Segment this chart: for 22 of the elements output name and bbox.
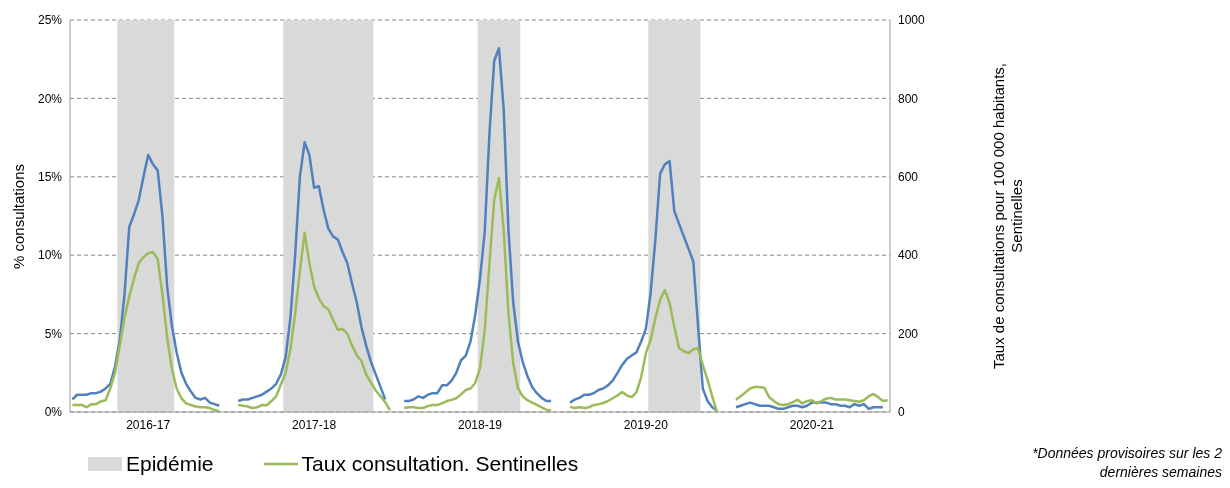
text: Epidémie	[126, 452, 214, 476]
text: *Données provisoires sur les 2 dernières semaines	[1031, 444, 1222, 482]
y2-tick-label: 0	[898, 405, 905, 420]
y2-tick-label: 200	[898, 326, 919, 341]
y-tick-label: 5%	[44, 326, 63, 341]
x-tick-label: 2018-19	[457, 417, 503, 432]
x-tick-label: 2019-20	[623, 417, 669, 432]
y2-tick-label: 1000	[898, 13, 926, 28]
x-tick-label: 2016-17	[126, 417, 171, 432]
x-tick-label: 2020-21	[789, 417, 835, 432]
y2-tick-label: 600	[898, 170, 919, 185]
y2-tick-label: 400	[898, 248, 919, 263]
x-tick-label: 2017-18	[292, 417, 337, 432]
y2-tick-label: 800	[898, 91, 919, 106]
y-tick-label: 15%	[37, 170, 63, 185]
y-tick-label: 20%	[37, 91, 63, 106]
y-tick-label: 10%	[37, 248, 63, 263]
y2-axis-title: Taux de consultations pour 100 000 habitants, Sentinelles	[990, 61, 1026, 372]
y-tick-label: 25%	[37, 13, 63, 28]
y-tick-label: 0%	[44, 405, 63, 420]
y-axis-title: % consultations	[9, 162, 27, 272]
legend-label: Taux consultation. Sentinelles	[301, 452, 579, 476]
